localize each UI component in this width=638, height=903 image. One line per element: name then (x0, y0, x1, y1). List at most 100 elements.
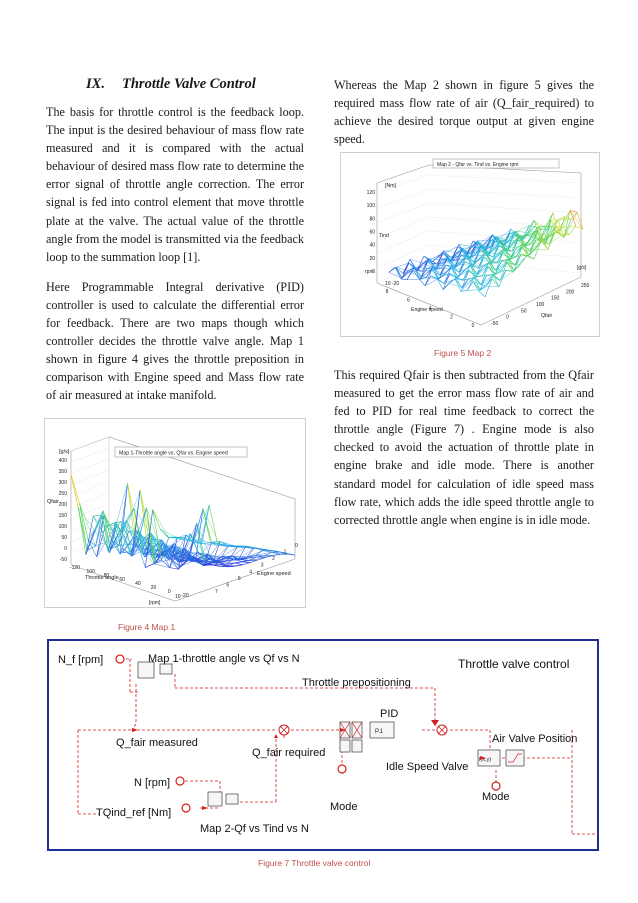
map1-z-label: Qfair (47, 499, 59, 505)
map1-y-tick: 4 (249, 569, 252, 575)
map1-z-tick: 0 (64, 546, 67, 552)
left-paragraph-2: Here Programmable Integral derivative (P… (46, 279, 304, 403)
map1-x-tick: -120 (70, 565, 80, 571)
map2-y-tick: 50 (521, 308, 527, 314)
nf-label: N_f [rpm] (58, 654, 103, 666)
map2-z-unit: [Nm] (385, 183, 397, 189)
map2-z-tick: 60 (369, 230, 375, 236)
map1-x-tick: 60 (119, 577, 125, 583)
qfair-required-label: Q_fair required (252, 747, 325, 759)
signal-arrows (132, 720, 486, 810)
figure-7-throttle-diagram: Throttle valve control (40, 638, 600, 854)
section-number: IX. (86, 76, 105, 92)
figure-4-caption: Figure 4 Map 1 (118, 622, 176, 632)
map1-z-tick: 200 (59, 502, 68, 508)
left-column: IX. Throttle Valve Control The basis for… (46, 76, 304, 417)
map1-label: Map 1-throttle angle vs Qf vs N (148, 653, 300, 665)
map1-z-tick: 100 (59, 524, 68, 530)
map1-y-tick: 3 (261, 563, 264, 569)
pid-block (369, 721, 395, 739)
map1-z-tick: 350 (59, 469, 68, 475)
right-column: Whereas the Map 2 shown in figure 5 give… (334, 76, 594, 160)
map2-surface-plot: Map 2 - Qfar vs. Tind vs. Engine rpm [Nm… (341, 153, 599, 336)
diagram-title: Throttle valve control (458, 657, 569, 671)
figure-5-caption: Figure 5 Map 2 (434, 348, 492, 358)
throttle-prepositioning-label: Throttle prepositioning (302, 677, 411, 689)
map1-y-tick: 0 (295, 543, 298, 549)
map1-x-tick: -20 (181, 593, 188, 599)
switch-block-4 (351, 739, 363, 753)
map2-title: Map 2 - Qfar vs. Tind vs. Engine rpm (437, 162, 518, 168)
map1-z-tick: 300 (59, 480, 68, 486)
map2-y-label: Qfair (541, 313, 553, 319)
map2-gain-block (225, 793, 239, 805)
fxy-label: f(x,y) (479, 757, 491, 763)
map2-x-tick: 8 (386, 289, 389, 295)
map1-y-unit: [rpm] (149, 600, 161, 606)
section-title: Throttle Valve Control (122, 76, 256, 92)
map1-y-end: 10 (175, 594, 181, 600)
map2-z-label: Tind (379, 233, 389, 239)
map1-y-tick: 6 (226, 582, 229, 588)
map1-y-tick: 2 (272, 556, 275, 562)
map1-x-tick: 80 (104, 573, 110, 579)
figure-5-map2: Map 2 - Qfar vs. Tind vs. Engine rpm [Nm… (340, 152, 600, 337)
map2-z-tick: 80 (369, 216, 375, 222)
fxy-block (477, 749, 501, 767)
air-valve-position-label: Air Valve Position (492, 733, 577, 745)
qfair-measured-label: Q_fair measured (116, 737, 198, 749)
map2-x-tick: 6 (407, 298, 410, 304)
right-paragraph-1: Whereas the Map 2 shown in figure 5 give… (334, 78, 594, 147)
signal-sources (115, 654, 501, 813)
signal-lines (77, 658, 598, 835)
map2-z-tick: 40 (369, 243, 375, 249)
map1-y-tick: 1 (284, 550, 287, 556)
map2-y-unit: [g/s] (577, 265, 587, 271)
map2-z-tick: 100 (367, 203, 376, 209)
section-heading: IX. Throttle Valve Control (86, 76, 304, 93)
map2-x-label: Engine speed (411, 307, 443, 313)
map2-y-tick: 0 (506, 315, 509, 321)
map2-y-tick: 250 (581, 283, 590, 289)
map2-lookup-block (207, 791, 223, 807)
map1-z-tick: 150 (59, 513, 68, 519)
map2-x-tick: 4 (429, 306, 432, 312)
map1-z-tick: 50 (61, 535, 67, 541)
map1-x-tick: 20 (151, 585, 157, 591)
map2-left-unit: rpm (365, 269, 374, 275)
left-paragraph-1: The basis for throttle control is the fe… (46, 105, 304, 264)
map1-z-unit: [g/s] (59, 449, 70, 455)
right-paragraph-2: This required Qfair is then subtracted f… (334, 368, 594, 527)
map2-y-tick: 150 (551, 296, 560, 302)
pid-block-label: P.1 (375, 729, 384, 735)
map2-x-tick: 2 (450, 315, 453, 321)
map1-gain-block (159, 663, 173, 675)
idle-speed-valve-label: Idle Speed Valve (386, 761, 468, 773)
map1-surface-plot: Map 1-Throttle angle vs. Qfar vs. Engine… (45, 419, 305, 607)
map1-x-tick: 100 (87, 569, 96, 575)
map1-z-tick: 400 (59, 458, 68, 464)
map2-label: Map 2-Qf vs Tind vs N (200, 823, 309, 835)
right-column-lower: This required Qfair is then subtracted f… (334, 366, 594, 541)
mode-label-2: Mode (482, 791, 510, 803)
tqind-ref-label: TQind_ref [Nm] (96, 807, 171, 819)
map1-z-tick: -50 (60, 557, 67, 563)
switch-block-3 (339, 739, 351, 753)
map2-z-tick: 0 (372, 269, 375, 275)
throttle-control-block-diagram: Throttle valve control (47, 639, 599, 851)
map1-y-tick: 7 (215, 589, 218, 595)
map1-lookup-block (137, 661, 155, 679)
map1-x-tick: 0 (168, 589, 171, 595)
map1-title: Map 1-Throttle angle vs. Qfar vs. Engine… (119, 451, 228, 457)
figure-7-caption: Figure 7 Throttle valve control (258, 858, 371, 868)
pid-label: PID (380, 708, 398, 720)
map1-x-tick: 40 (135, 581, 141, 587)
map2-y-tick: 100 (536, 302, 545, 308)
figure-4-map1: Map 1-Throttle angle vs. Qfar vs. Engine… (44, 418, 306, 608)
mode-label-1: Mode (330, 801, 358, 813)
map1-x-label: Throttle angle (85, 575, 119, 581)
map1-y-label: Engine speed (257, 571, 291, 577)
saturation-block (505, 749, 525, 767)
n-rpm-label: N [rpm] (134, 777, 170, 789)
map1-y-tick: 5 (238, 576, 241, 582)
